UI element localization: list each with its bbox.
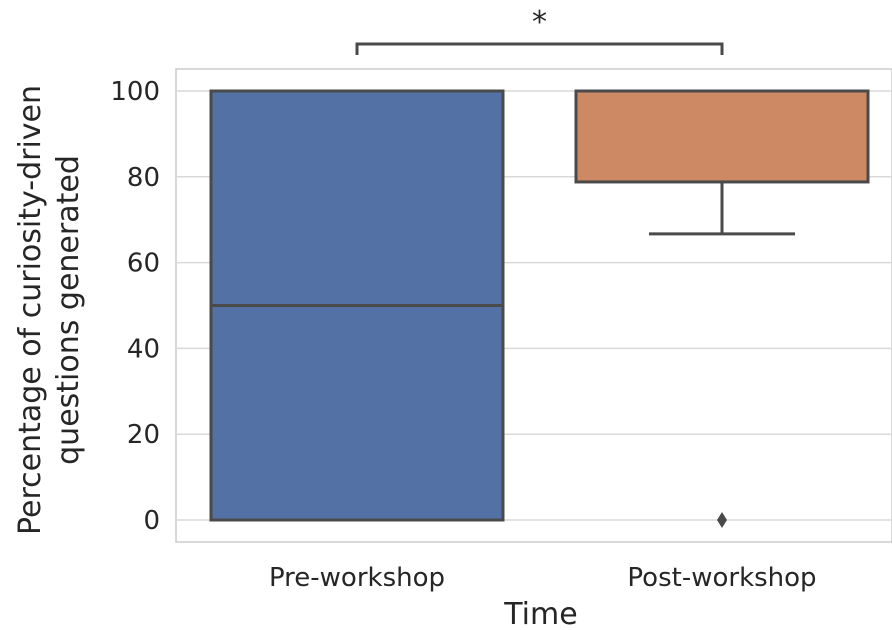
box-body-1	[574, 89, 870, 184]
x-axis-title: Time	[503, 597, 577, 630]
y-tick-label-20: 20	[127, 420, 160, 450]
boxes	[209, 89, 870, 528]
y-axis-title-line-2: questions generated	[51, 155, 86, 465]
significance-annotation: *	[355, 5, 724, 55]
x-tick-label-0: Pre-workshop	[269, 563, 445, 593]
y-tick-label-60: 60	[127, 249, 160, 279]
significance-label: *	[532, 5, 547, 40]
x-tick-label-1: Post-workshop	[627, 563, 816, 593]
box-pre-workshop	[209, 89, 505, 522]
y-tick-label-100: 100	[110, 77, 160, 107]
outlier-1-0	[717, 512, 727, 528]
y-tick-label-0: 0	[143, 506, 160, 536]
box-post-workshop	[574, 89, 870, 528]
y-tick-label-40: 40	[127, 334, 160, 364]
y-axis-title-line-1: Percentage of curiosity-driven	[13, 85, 48, 535]
y-axis-ticks: 0 20 40 60 80 100	[110, 77, 160, 536]
y-tick-label-80: 80	[127, 163, 160, 193]
significance-bracket	[355, 42, 724, 55]
x-axis-ticks: Pre-workshop Post-workshop	[269, 563, 817, 593]
